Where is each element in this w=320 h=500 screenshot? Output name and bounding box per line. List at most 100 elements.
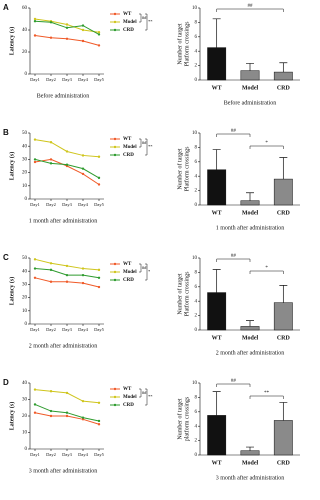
point	[49, 390, 53, 393]
significance-label: **	[148, 144, 153, 149]
x-tick-label: Day5	[94, 452, 104, 457]
x-tick-label: Day2	[46, 77, 56, 82]
significance-bracket	[139, 388, 142, 398]
series-line	[34, 258, 100, 271]
y-tick-label: 8	[195, 271, 198, 276]
point	[81, 154, 85, 157]
point	[33, 258, 37, 261]
bar	[240, 200, 260, 206]
y-tick-label: 20	[22, 171, 28, 176]
point	[97, 276, 101, 279]
y-tick-label: 8	[195, 146, 198, 151]
x-tick-label: Day4	[78, 327, 88, 332]
significance-label: ##	[231, 254, 237, 259]
y-tick-label: 4	[195, 49, 198, 54]
x-tick-label: Day3	[62, 452, 72, 457]
point	[33, 17, 37, 21]
point	[81, 167, 85, 170]
significance-label: ##	[248, 4, 254, 9]
legend-marker	[113, 262, 117, 266]
y-tick-label: 6	[195, 160, 198, 165]
y-axis-label: Number of target	[176, 23, 183, 65]
legend-marker	[113, 137, 117, 141]
x-tick-label: CRD	[277, 335, 291, 341]
point	[81, 416, 85, 419]
significance-label: ##	[231, 129, 237, 134]
legend-marker	[113, 20, 117, 24]
x-tick-label: Day5	[94, 77, 104, 82]
point	[65, 264, 69, 268]
point	[81, 281, 85, 285]
x-tick-label: WT	[212, 335, 222, 341]
significance-bracket	[216, 258, 251, 262]
significance-label: *	[148, 269, 151, 274]
legend-marker	[113, 145, 117, 149]
bar	[207, 292, 227, 331]
x-tick-label: Day4	[78, 77, 88, 82]
bar	[207, 415, 227, 456]
point	[97, 183, 101, 186]
bar	[240, 450, 260, 456]
point	[97, 31, 101, 34]
x-tick-label: Day3	[62, 77, 72, 82]
point	[33, 138, 37, 141]
point	[33, 411, 37, 414]
significance-bracket	[145, 388, 148, 406]
bar	[207, 169, 227, 206]
y-tick-label: 4	[195, 299, 198, 304]
point	[33, 20, 37, 23]
x-tick-label: Model	[242, 85, 259, 91]
y-tick-label: 10	[22, 184, 28, 189]
significance-label: ##	[142, 140, 147, 145]
point	[81, 399, 85, 403]
point	[33, 34, 37, 37]
y-tick-label: 0	[195, 453, 198, 458]
bar	[273, 71, 293, 81]
error-bar	[212, 18, 221, 48]
y-tick-label: 40	[22, 28, 28, 33]
x-tick-label: Day2	[46, 452, 56, 457]
point	[97, 176, 101, 180]
y-tick-label: 8	[195, 21, 198, 26]
y-axis-label: Platform crossings	[183, 146, 190, 191]
caption: 1 month after administration	[216, 224, 284, 231]
y-tick-label: 6	[195, 35, 198, 40]
y-tick-label: 4	[195, 174, 198, 179]
x-tick-label: Day1	[30, 327, 40, 332]
point	[49, 36, 53, 39]
point	[49, 162, 53, 165]
bar	[273, 420, 293, 456]
y-tick-label: 0	[25, 322, 28, 327]
error-bar	[246, 320, 254, 327]
point	[81, 28, 85, 32]
caption: Before administration	[224, 99, 277, 106]
y-tick-label: 30	[22, 158, 28, 163]
point	[81, 39, 85, 43]
significance-label: ##	[142, 390, 147, 395]
error-bar	[212, 391, 221, 416]
y-axis-label: Latency (s)	[8, 402, 15, 431]
caption: 2 month after administration	[29, 342, 97, 349]
legend-label: WT	[123, 262, 132, 267]
significance-label: *	[265, 141, 268, 146]
legend-marker	[113, 387, 117, 391]
point	[81, 172, 85, 176]
y-tick-label: 20	[22, 414, 28, 419]
y-axis-label: Number of target	[176, 148, 183, 190]
point	[97, 423, 101, 426]
error-bar	[212, 269, 221, 293]
point	[97, 44, 101, 47]
y-tick-label: 0	[195, 328, 198, 333]
y-axis-label: Number of target	[176, 398, 183, 440]
x-tick-label: Model	[242, 335, 259, 341]
y-axis-label: Latency (s)	[8, 277, 15, 306]
point	[49, 280, 53, 283]
significance-bracket	[216, 133, 251, 137]
significance-label: ##	[142, 265, 147, 270]
y-axis-label: Platform crossings	[183, 271, 190, 316]
point	[49, 158, 53, 161]
series-line	[34, 389, 100, 404]
significance-label: ##	[231, 379, 237, 384]
point	[33, 160, 37, 164]
caption: 1 month after administration	[29, 217, 97, 224]
